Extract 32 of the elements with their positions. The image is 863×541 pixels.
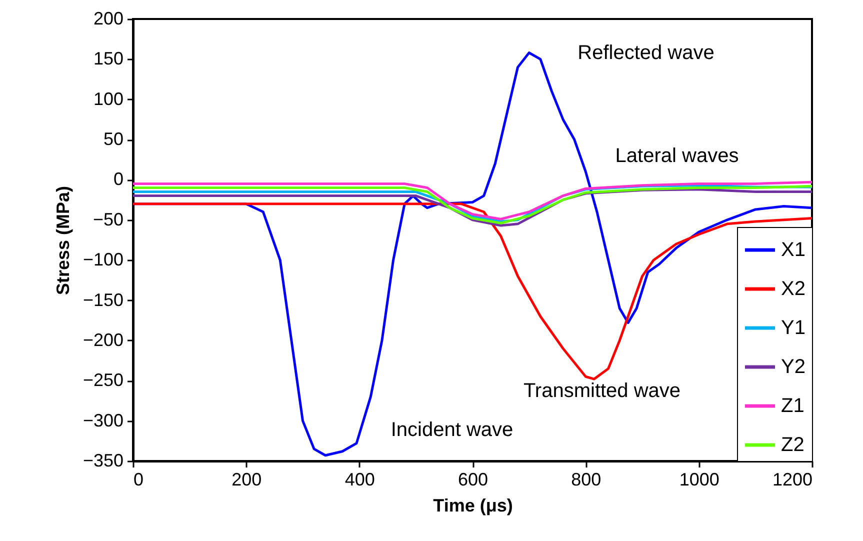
x-tick-label: 400 xyxy=(344,470,375,490)
x-tick-label: 1200 xyxy=(772,470,812,490)
legend-label: X2 xyxy=(781,278,806,300)
x-tick-label: 0 xyxy=(134,470,144,490)
legend-label: Y2 xyxy=(781,356,806,378)
legend-label: Y1 xyxy=(781,317,806,339)
x-tick-label: 600 xyxy=(458,470,488,490)
annotation: Reflected wave xyxy=(578,42,714,64)
x-tick-label: 1000 xyxy=(679,470,720,490)
y-tick-label: −50 xyxy=(92,209,124,230)
legend-label: X1 xyxy=(781,239,806,261)
y-tick-label: 150 xyxy=(93,48,124,69)
y-tick-label: −250 xyxy=(82,370,124,390)
annotation: Incident wave xyxy=(390,419,514,441)
y-axis-title: Stress (MPa) xyxy=(52,186,73,296)
y-tick-label: 100 xyxy=(93,88,124,109)
y-tick-label: −100 xyxy=(82,250,124,270)
y-tick-label: −300 xyxy=(82,410,124,430)
x-tick-label: 200 xyxy=(232,470,262,490)
y-tick-label: 0 xyxy=(113,169,124,190)
y-tick-label: −200 xyxy=(82,330,124,350)
x-tick-label: 800 xyxy=(571,470,602,490)
y-tick-label: 200 xyxy=(93,8,124,28)
y-tick-label: −350 xyxy=(82,450,124,470)
annotation: Transmitted wave xyxy=(523,380,681,402)
y-tick-label: 50 xyxy=(103,129,124,150)
y-tick-label: −150 xyxy=(82,290,124,310)
x-axis-title: Time (μs) xyxy=(433,496,513,516)
legend-label: Z1 xyxy=(781,395,804,417)
line-series xyxy=(133,202,812,380)
annotation: Lateral waves xyxy=(615,145,739,167)
legend-label: Z2 xyxy=(781,434,804,456)
